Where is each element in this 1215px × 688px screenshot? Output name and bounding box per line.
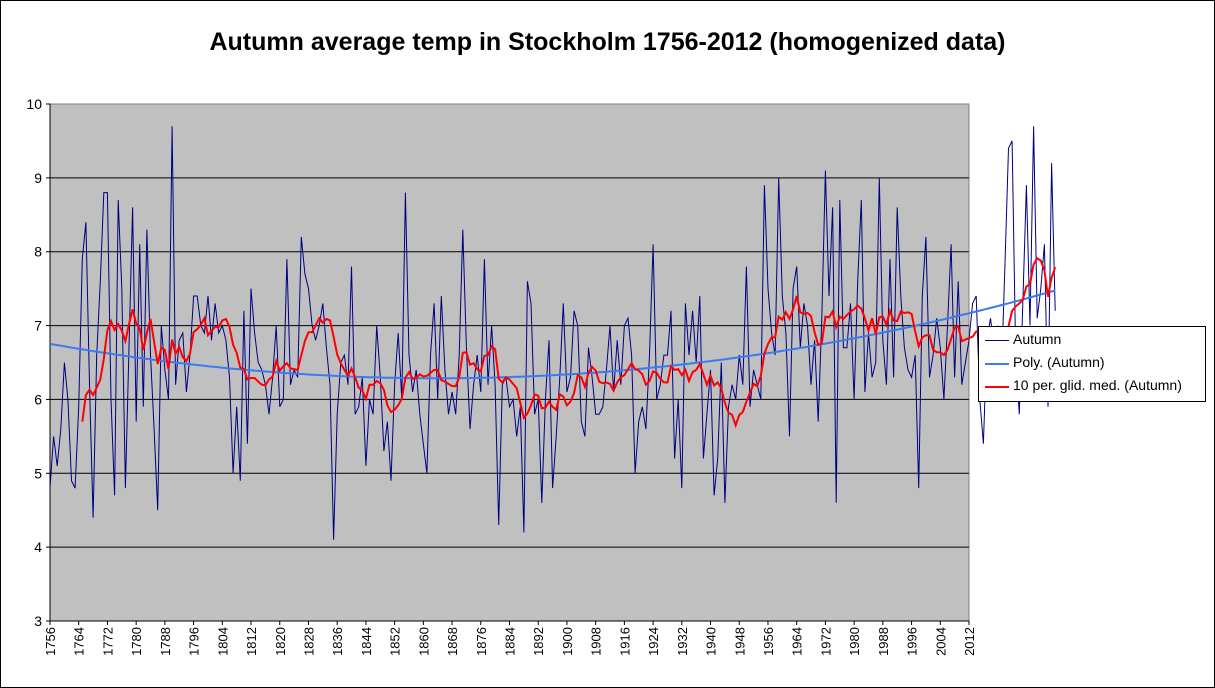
x-tick-label-1908: 1908 xyxy=(589,627,604,656)
series-line-moving-average xyxy=(81,257,1057,429)
y-tick-label-9: 9 xyxy=(34,170,42,186)
y-tick-label-3: 3 xyxy=(34,613,42,629)
legend-swatch-moving-average xyxy=(985,386,1009,388)
x-tick-label-1980: 1980 xyxy=(847,627,862,656)
legend-label-moving-average: 10 per. glid. med. (Autumn) xyxy=(1013,377,1182,393)
y-tick-label-4: 4 xyxy=(34,539,42,555)
x-tick-label-1820: 1820 xyxy=(273,627,288,656)
x-tick-label-1940: 1940 xyxy=(704,627,719,656)
x-tick-label-1948: 1948 xyxy=(732,627,747,656)
x-tick-label-1788: 1788 xyxy=(158,627,173,656)
x-tick-label-1972: 1972 xyxy=(818,627,833,656)
x-tick-label-1924: 1924 xyxy=(646,627,661,656)
series-layer xyxy=(49,126,1057,540)
y-tick-label-7: 7 xyxy=(34,318,42,334)
x-tick-label-2012: 2012 xyxy=(962,627,977,656)
axes: 3 4 5 6 7 8 9 10 1756 1764 1772 1780 1788 1796 1804 181… xyxy=(26,96,977,656)
legend-swatch-poly xyxy=(985,363,1009,365)
x-tick-label-1876: 1876 xyxy=(474,627,489,656)
legend-label-poly: Poly. (Autumn) xyxy=(1013,354,1105,370)
series-line-poly-trend xyxy=(49,289,1056,380)
x-tick-label-1860: 1860 xyxy=(416,627,431,656)
legend-item-moving-average: 10 per. glid. med. (Autumn) xyxy=(979,375,1205,397)
x-tick-label-1828: 1828 xyxy=(301,627,316,656)
y-tick-label-8: 8 xyxy=(34,244,42,260)
x-tick-label-1780: 1780 xyxy=(129,627,144,656)
x-tick-label-1900: 1900 xyxy=(560,627,575,656)
chart-title: Autumn average temp in Stockholm 1756-20… xyxy=(209,28,1006,56)
x-tick-label-1964: 1964 xyxy=(790,627,805,656)
x-tick-label-1772: 1772 xyxy=(100,627,115,656)
x-tick-label-1892: 1892 xyxy=(531,627,546,656)
x-tick-label-2004: 2004 xyxy=(933,627,948,656)
x-tick-label-1996: 1996 xyxy=(905,627,920,656)
x-tick-label-1764: 1764 xyxy=(72,627,87,656)
legend-swatch-autumn xyxy=(985,340,1009,341)
x-tick-label-1932: 1932 xyxy=(675,627,690,656)
x-tick-label-1884: 1884 xyxy=(503,627,518,656)
plot-background xyxy=(49,103,970,622)
x-tick-label-1916: 1916 xyxy=(617,627,632,656)
x-tick-label-1804: 1804 xyxy=(215,627,230,656)
x-tick-label-1852: 1852 xyxy=(388,627,403,656)
y-tick-label-10: 10 xyxy=(26,96,42,112)
y-tick-label-6: 6 xyxy=(34,391,42,407)
legend-item-poly: Poly. (Autumn) xyxy=(979,352,1205,374)
x-tick-label-1836: 1836 xyxy=(330,627,345,656)
x-tick-label-1956: 1956 xyxy=(761,627,776,656)
x-tick-label-1844: 1844 xyxy=(359,627,374,656)
legend-label-autumn: Autumn xyxy=(1013,331,1062,347)
y-tick-label-5: 5 xyxy=(34,465,42,481)
x-tick-label-1812: 1812 xyxy=(244,627,259,656)
x-tick-label-1756: 1756 xyxy=(43,627,58,656)
legend-item-autumn: Autumn xyxy=(979,329,1205,351)
series-line-autumn xyxy=(49,126,1056,540)
x-tick-label-1988: 1988 xyxy=(876,627,891,656)
legend: Autumn Poly. (Autumn) 10 per. glid. med.… xyxy=(978,326,1206,402)
gridlines xyxy=(50,177,969,548)
x-tick-label-1868: 1868 xyxy=(445,627,460,656)
x-tick-label-1796: 1796 xyxy=(187,627,202,656)
